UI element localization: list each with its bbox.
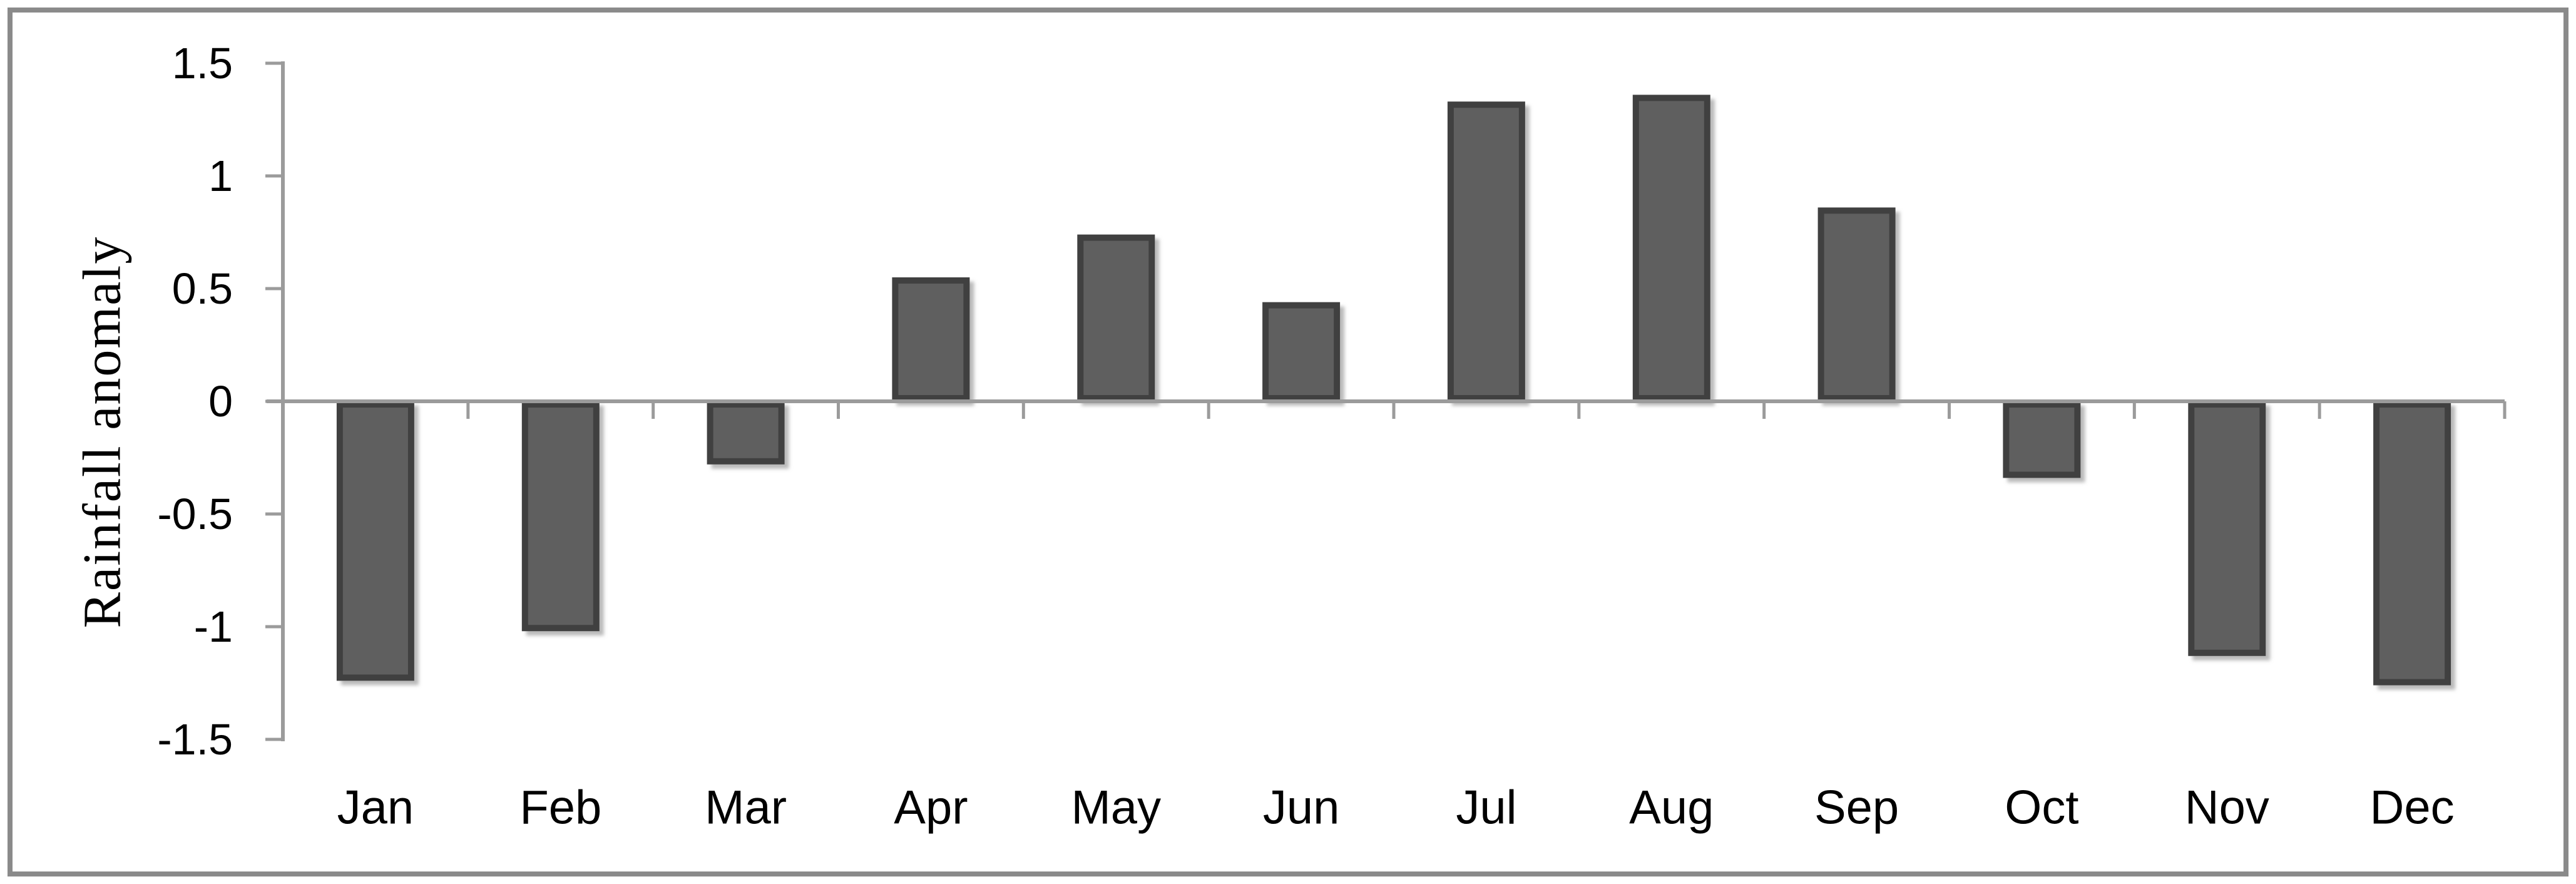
bar-jan xyxy=(336,401,414,681)
bar-jul xyxy=(1447,101,1525,401)
bar-may xyxy=(1077,234,1155,401)
bar-apr xyxy=(892,277,970,401)
bar-feb xyxy=(521,401,600,632)
chart-frame xyxy=(8,8,2568,876)
y-tick-label-1.5: 1.5 xyxy=(172,39,233,88)
bar-nov xyxy=(2188,401,2266,656)
x-category-label-aug: Aug xyxy=(1629,781,1714,835)
y-tick-label-0: 0 xyxy=(208,377,233,426)
y-tick-label--1: -1 xyxy=(194,602,233,651)
x-category-label-nov: Nov xyxy=(2185,781,2269,835)
y-tick-label--0.5: -0.5 xyxy=(157,490,233,538)
bar-oct xyxy=(2003,401,2081,478)
y-axis-title: Rainfall anomaly xyxy=(72,236,132,629)
labels-layer: 1.5 1 0.5 0 -0.5 -1 -1.5 Jan Feb Mar Apr May Jun Jul A… xyxy=(157,39,2454,835)
bar-dec xyxy=(2373,401,2451,686)
x-category-label-oct: Oct xyxy=(2005,781,2078,835)
x-category-label-apr: Apr xyxy=(894,781,968,835)
y-tick-label-1: 1 xyxy=(208,152,233,200)
x-category-label-dec: Dec xyxy=(2370,781,2455,835)
axes-layer xyxy=(265,61,2507,741)
y-tick-label-0.5: 0.5 xyxy=(172,264,233,313)
bar-mar xyxy=(707,401,785,465)
x-category-label-may: May xyxy=(1071,781,1162,835)
x-category-label-jun: Jun xyxy=(1263,781,1340,835)
x-category-label-feb: Feb xyxy=(519,781,601,835)
x-category-label-jan: Jan xyxy=(337,781,414,835)
bar-jun xyxy=(1262,302,1341,401)
y-tick-label--1.5: -1.5 xyxy=(157,715,233,764)
bar-sep xyxy=(1817,207,1896,401)
bars-layer xyxy=(336,95,2451,686)
bar-aug xyxy=(1632,95,1710,401)
x-category-label-jul: Jul xyxy=(1456,781,1516,835)
x-category-label-mar: Mar xyxy=(705,781,787,835)
x-category-label-sep: Sep xyxy=(1814,781,1899,835)
